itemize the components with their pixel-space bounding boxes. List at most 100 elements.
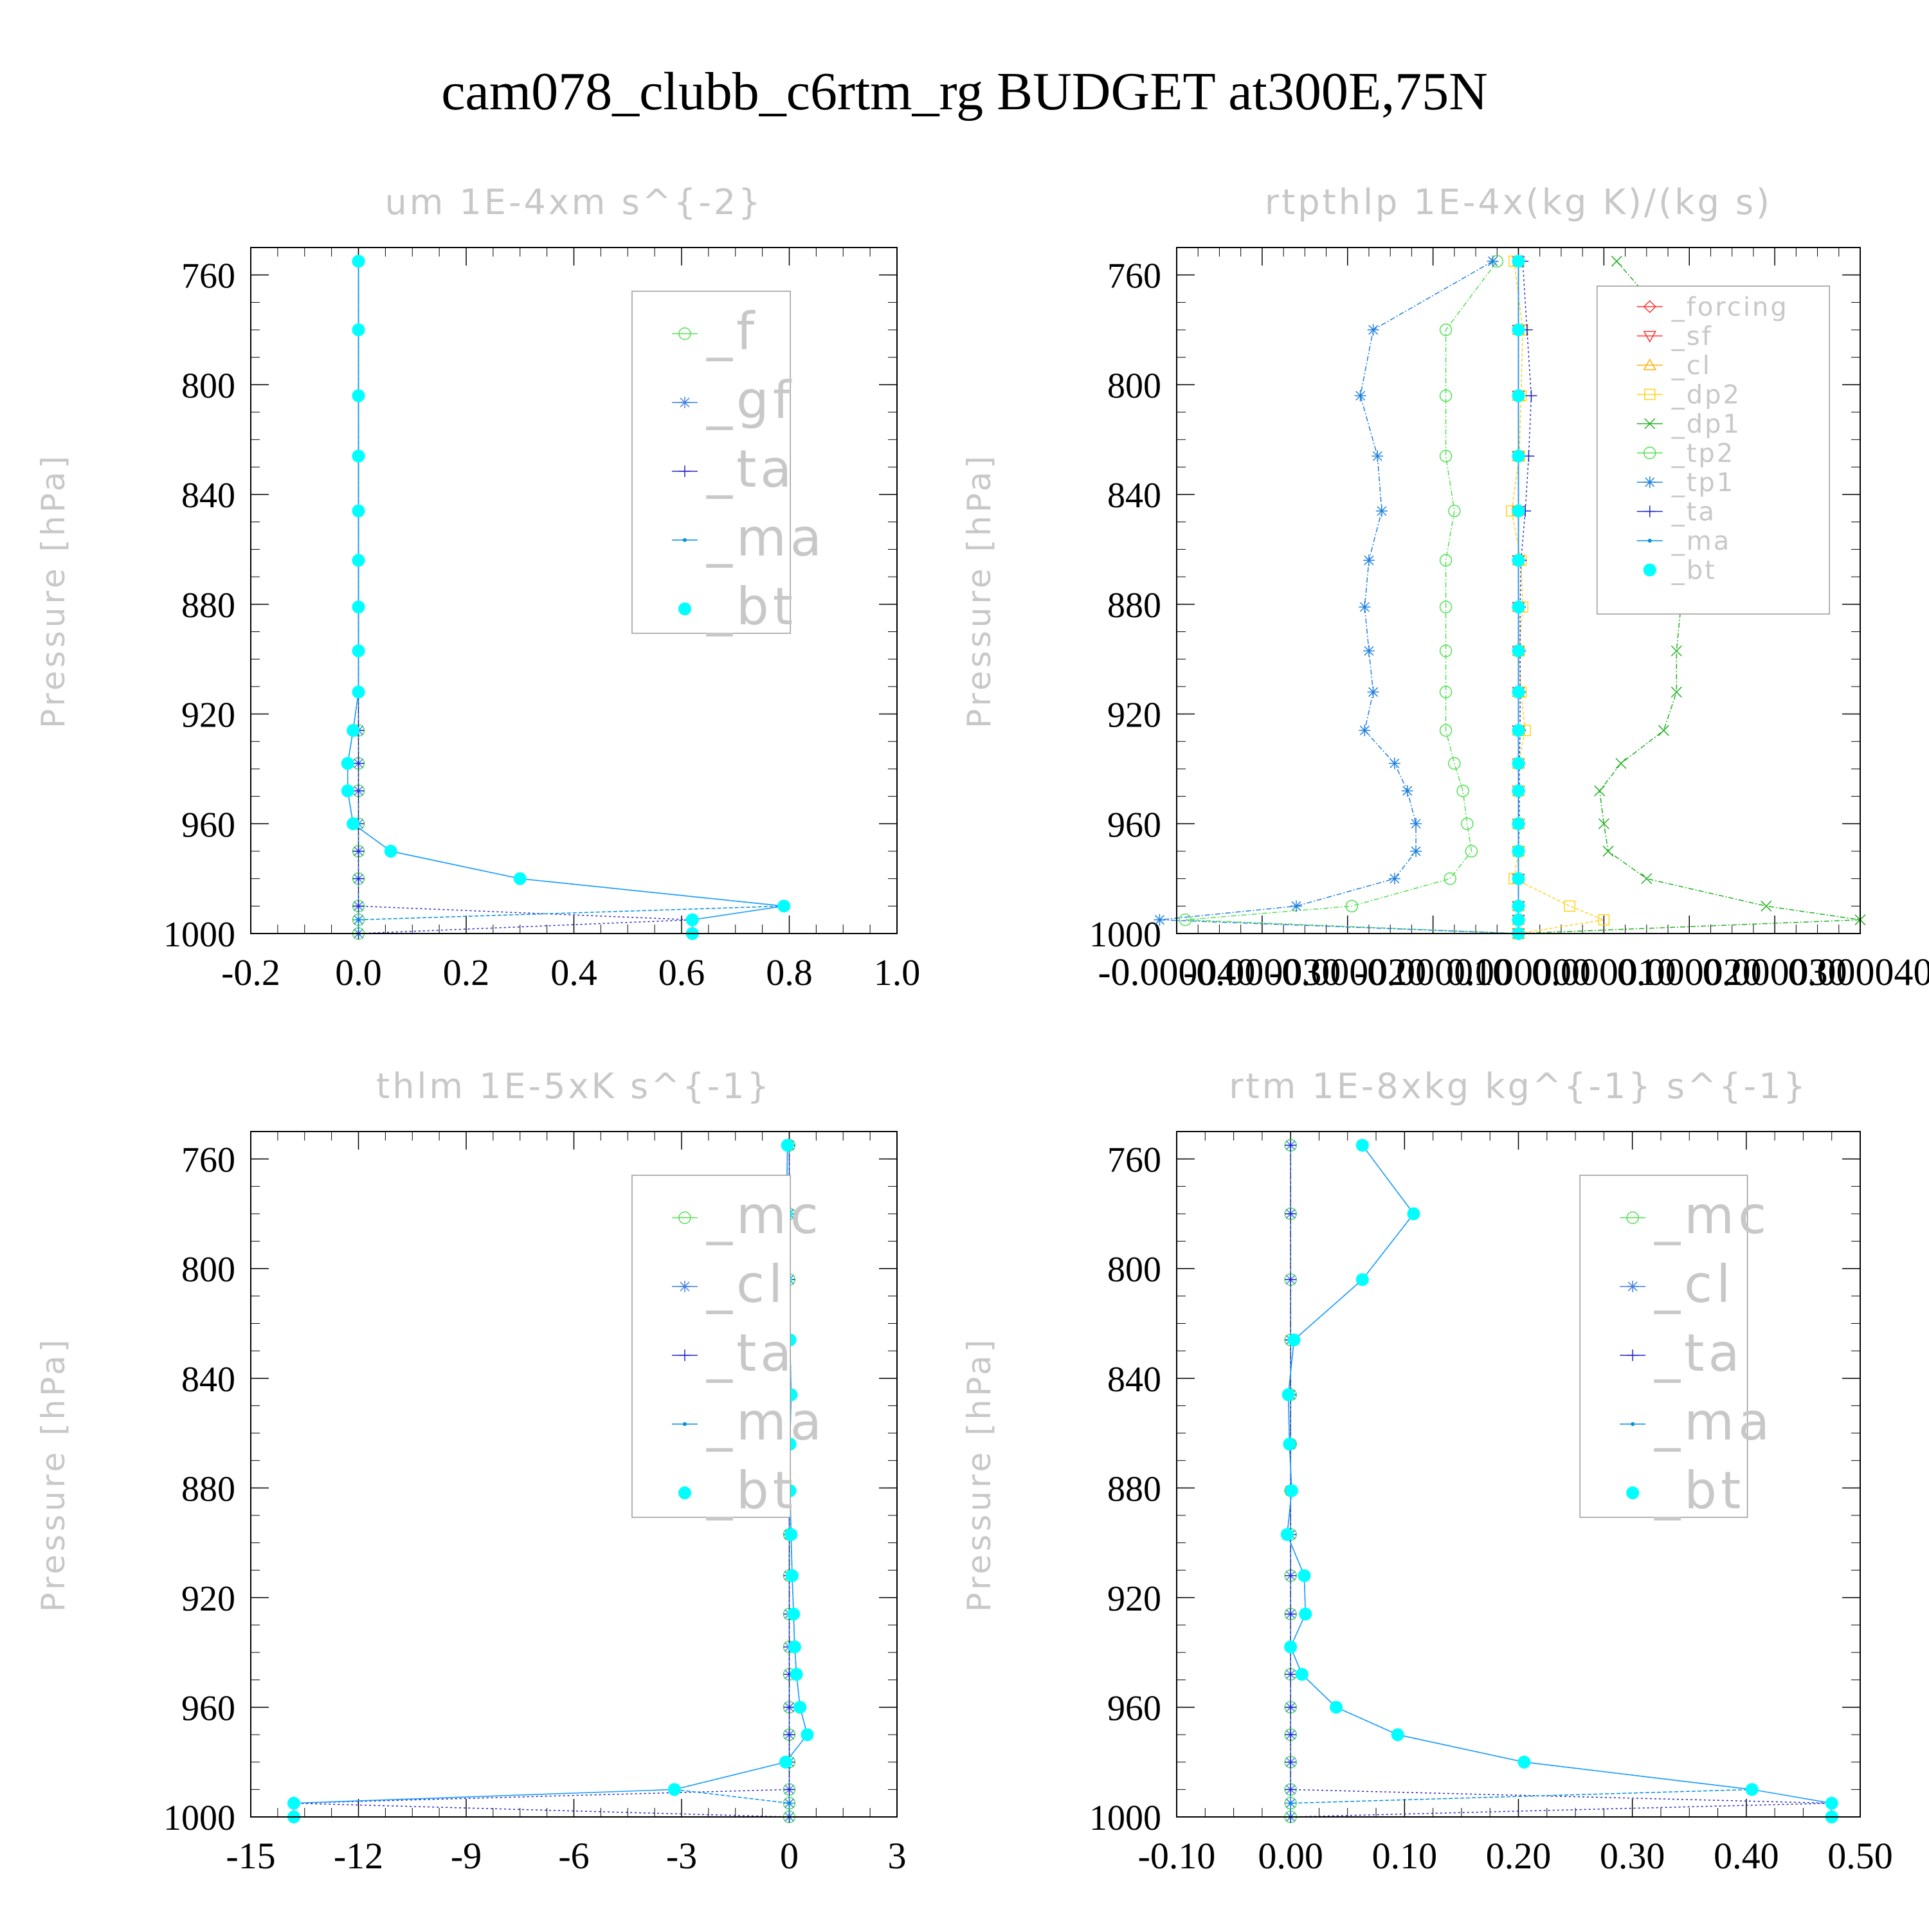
data-point xyxy=(1291,900,1302,912)
legend: _f_gf_ta_ma_bt xyxy=(632,291,826,636)
chart-um: um 1E-4xm s^{-2}Pressure [hPa]7608008408… xyxy=(35,182,920,993)
data-point xyxy=(1389,873,1400,885)
y-tick-label: 920 xyxy=(181,1579,235,1619)
x-tick-label: 0.30 xyxy=(1600,1835,1665,1877)
data-point xyxy=(1368,324,1379,336)
y-tick-label: 800 xyxy=(1107,1250,1161,1290)
y-tick-label: 760 xyxy=(1107,257,1161,296)
chart-rtpthlp: rtpthlp 1E-4x(kg K)/(kg s)Pressure [hPa]… xyxy=(961,182,1929,993)
data-point xyxy=(1658,725,1669,736)
data-point xyxy=(686,914,699,926)
data-point xyxy=(352,389,365,402)
y-axis-label: Pressure [hPa] xyxy=(961,453,998,728)
legend-label: _ma xyxy=(1671,527,1731,556)
data-point xyxy=(1289,1801,1292,1805)
series-bt xyxy=(1512,255,1525,940)
y-tick-label: 1000 xyxy=(163,915,235,955)
x-tick-label: -12 xyxy=(334,1835,383,1877)
legend-label: _cl xyxy=(706,1254,786,1314)
data-point xyxy=(1368,686,1379,698)
data-point xyxy=(1372,450,1383,462)
data-point xyxy=(1512,784,1525,797)
data-point xyxy=(1444,873,1456,885)
x-tick-label: 0.6 xyxy=(658,952,705,993)
data-point xyxy=(1512,389,1525,402)
data-point xyxy=(1410,818,1422,829)
series-tp2 xyxy=(1179,255,1524,939)
x-tick-label: 0.50 xyxy=(1827,1835,1893,1877)
series-line xyxy=(1287,1145,1832,1817)
chart-rtm: rtm 1E-8xkg kg^{-1} s^{-1}Pressure [hPa]… xyxy=(961,1066,1893,1877)
data-point xyxy=(786,1569,799,1582)
legend-label: _tp1 xyxy=(1671,468,1735,498)
x-tick-label: 0.0 xyxy=(335,952,382,993)
data-point xyxy=(668,1783,681,1796)
series-ta xyxy=(1513,255,1537,939)
legend-label: _ta xyxy=(706,1323,795,1383)
x-tick-label: -0.10 xyxy=(1138,1835,1216,1877)
legend: _mc_cl_ta_ma_bt xyxy=(632,1175,826,1521)
series-line xyxy=(1519,261,1532,934)
x-tick-label: 0.00 xyxy=(1258,1835,1323,1877)
legend-label: _dp2 xyxy=(1671,381,1741,410)
x-tick-label: -9 xyxy=(451,1835,482,1877)
data-point xyxy=(352,600,365,613)
legend-label: _mc xyxy=(706,1186,822,1245)
x-tick-label: 0.20 xyxy=(1486,1835,1552,1877)
data-point xyxy=(1616,758,1626,768)
chart-thlm: thlm 1E-5xK s^{-1}Pressure [hPa]76080084… xyxy=(35,1066,907,1877)
legend-label: _f xyxy=(706,302,758,361)
y-tick-label: 880 xyxy=(1107,586,1161,626)
data-point xyxy=(1512,449,1525,462)
data-point xyxy=(1512,600,1525,613)
legend-label: _bt xyxy=(1671,556,1717,586)
plot-frame xyxy=(251,248,897,934)
data-point xyxy=(1512,644,1525,657)
y-tick-label: 920 xyxy=(181,696,235,736)
legend-label: _tp2 xyxy=(1671,439,1735,469)
data-point xyxy=(347,817,359,830)
data-point xyxy=(1611,256,1622,266)
data-point xyxy=(341,757,354,770)
legend: _forcing_sf_cl_dp2_dp1_tp2_tp1_ta_ma_bt xyxy=(1597,286,1829,614)
data-point xyxy=(788,1641,801,1654)
data-point xyxy=(1376,505,1388,517)
panel-title: rtm 1E-8xkg kg^{-1} s^{-1} xyxy=(1229,1066,1808,1106)
y-tick-label: 880 xyxy=(181,1469,235,1509)
data-point xyxy=(1283,1438,1296,1450)
series-line xyxy=(1291,1145,1832,1817)
data-point xyxy=(1389,757,1400,769)
y-tick-label: 1000 xyxy=(163,1798,235,1838)
data-point xyxy=(352,505,365,518)
y-tick-label: 800 xyxy=(181,366,235,406)
data-point xyxy=(1642,874,1652,884)
data-point xyxy=(352,323,365,336)
legend-label: _bt xyxy=(1654,1461,1744,1521)
y-tick-label: 800 xyxy=(181,1250,235,1290)
data-point xyxy=(1761,901,1771,911)
data-point xyxy=(341,784,354,797)
panel-title: um 1E-4xm s^{-2} xyxy=(385,182,763,222)
data-point xyxy=(1517,1756,1530,1769)
series-line xyxy=(1159,261,1518,934)
data-point xyxy=(1356,1273,1369,1286)
y-tick-label: 760 xyxy=(181,257,235,296)
y-tick-label: 840 xyxy=(181,476,235,516)
data-point xyxy=(1512,724,1525,737)
data-point xyxy=(1487,255,1499,267)
data-point xyxy=(385,845,397,858)
y-tick-label: 960 xyxy=(181,805,235,845)
data-point xyxy=(781,1139,794,1151)
x-tick-label: 0.8 xyxy=(766,952,813,993)
legend-marker xyxy=(683,1422,687,1426)
data-point xyxy=(801,1728,813,1741)
y-tick-label: 840 xyxy=(1107,476,1161,516)
y-tick-label: 760 xyxy=(181,1141,235,1180)
x-tick-label: -6 xyxy=(558,1835,589,1877)
legend-label: _bt xyxy=(706,577,797,636)
data-point xyxy=(1330,1701,1343,1713)
data-point xyxy=(1299,1607,1312,1620)
legend-marker xyxy=(1627,1281,1638,1292)
